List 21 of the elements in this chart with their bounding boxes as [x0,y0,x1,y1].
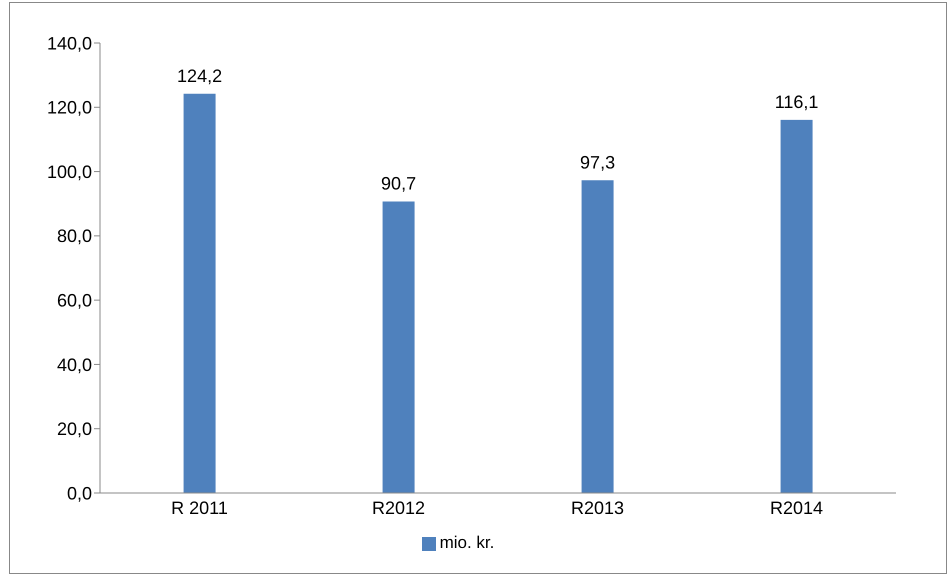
y-tick-label: 80,0 [56,226,92,246]
y-tick-label: 0,0 [66,483,92,504]
y-tick-label: 100,0 [46,162,92,182]
data-label: 97,3 [580,152,616,172]
bar [184,94,216,493]
x-tick-label: R2012 [372,498,426,518]
y-tick-label: 60,0 [56,290,92,311]
bar [582,180,614,493]
y-tick-label: 120,0 [46,98,92,118]
bar [780,120,813,493]
data-label: 116,1 [774,92,818,112]
bar [382,201,415,493]
x-tick-label: R2013 [570,498,624,518]
y-tick-label: 40,0 [56,354,92,375]
y-tick-label: 20,0 [56,419,92,440]
legend-label: mio. kr. [440,533,494,552]
x-tick-label: R 2011 [171,498,228,518]
x-tick-label: R2014 [770,498,824,518]
y-tick-label: 140,0 [46,33,92,54]
data-label: 90,7 [381,173,416,194]
data-label: 124,2 [177,66,222,86]
